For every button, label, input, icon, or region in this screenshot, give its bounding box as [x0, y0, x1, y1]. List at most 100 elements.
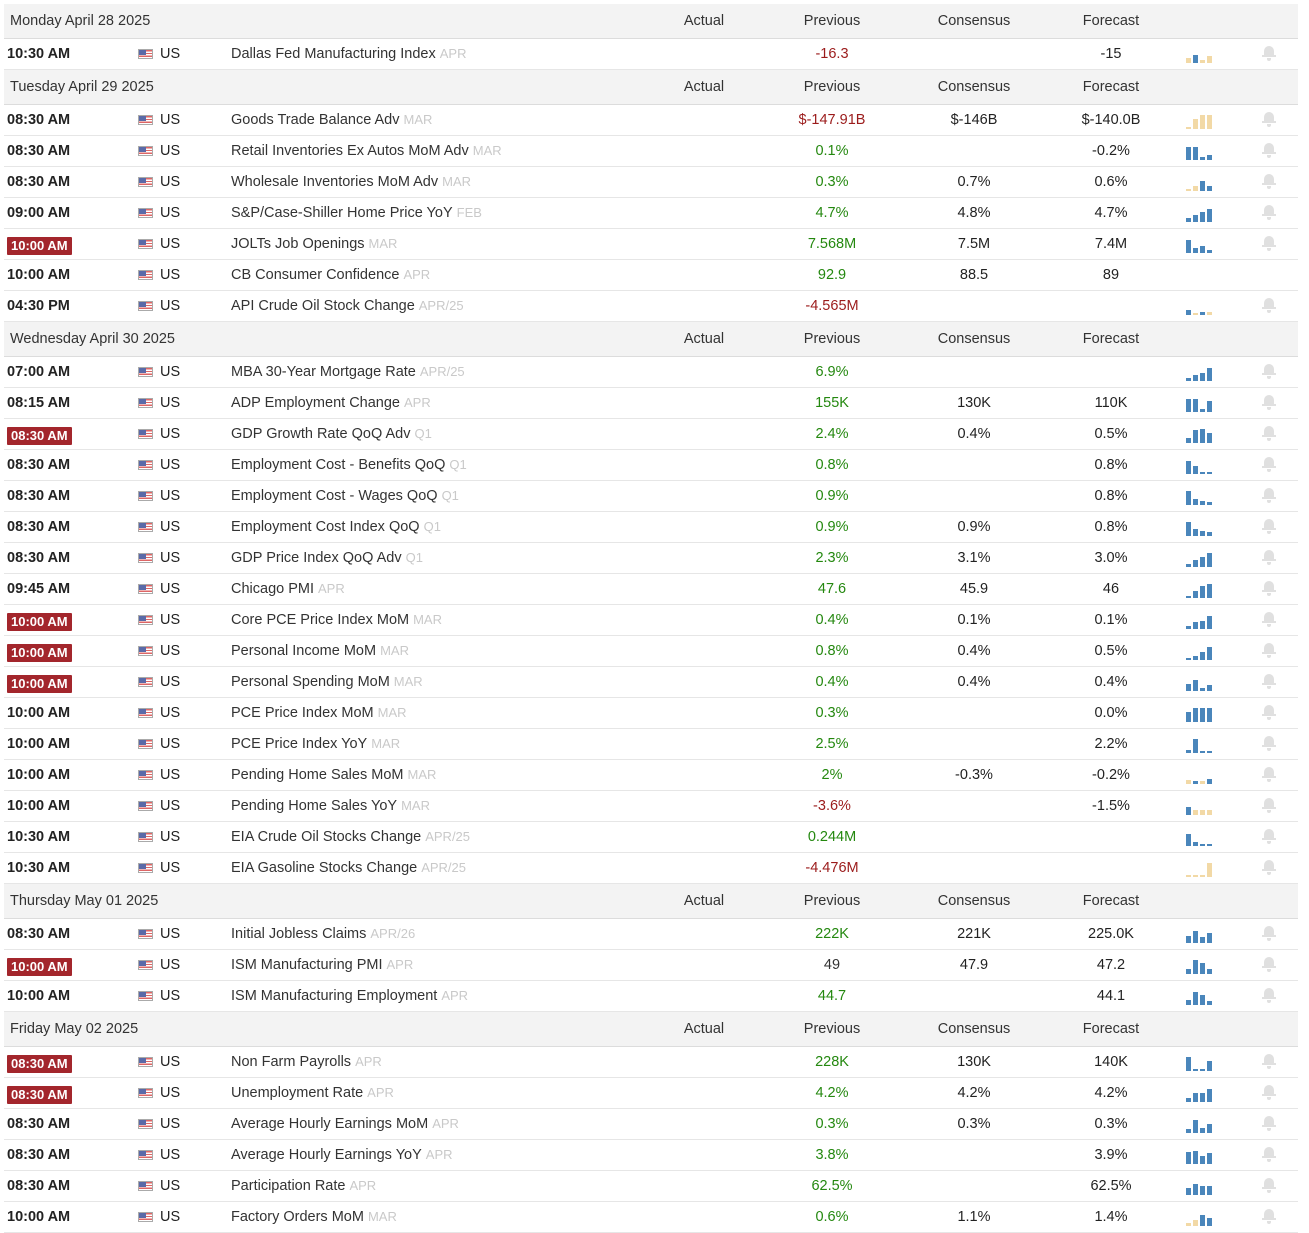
sparkline-chart[interactable] — [1182, 142, 1214, 160]
bell-icon[interactable] — [1262, 395, 1276, 410]
event-row[interactable]: 09:00 AM US S&P/Case-Shiller Home Price Yo… — [4, 198, 1298, 229]
event-row[interactable]: 08:30 AM US Goods Trade Balance Adv MAR $-14… — [4, 105, 1298, 136]
sparkline-chart[interactable] — [1182, 45, 1214, 63]
sparkline-chart[interactable] — [1182, 204, 1214, 222]
event-row[interactable]: 10:00 AM US JOLTs Job Openings MAR 7.568M 7.5… — [4, 229, 1298, 260]
bell-icon[interactable] — [1262, 1209, 1276, 1224]
event-row[interactable]: 10:00 AM US Pending Home Sales YoY MAR -3.6%… — [4, 791, 1298, 822]
event-name-link[interactable]: Goods Trade Balance Adv — [231, 112, 400, 128]
bell-icon[interactable] — [1262, 1147, 1276, 1162]
event-name-cell[interactable]: Pending Home Sales MoM MAR — [231, 760, 436, 790]
event-row[interactable]: 10:00 AM US Personal Income MoM MAR 0.8% 0.4%… — [4, 636, 1298, 667]
bell-icon[interactable] — [1262, 143, 1276, 158]
bell-icon[interactable] — [1262, 829, 1276, 844]
event-name-cell[interactable]: Wholesale Inventories MoM Adv MAR — [231, 167, 471, 197]
bell-icon[interactable] — [1262, 1054, 1276, 1069]
sparkline-chart[interactable] — [1182, 518, 1214, 536]
bell-icon[interactable] — [1262, 705, 1276, 720]
event-name-link[interactable]: MBA 30-Year Mortgage Rate — [231, 364, 416, 380]
event-row[interactable]: 04:30 PM US API Crude Oil Stock Change APR/… — [4, 291, 1298, 322]
event-name-link[interactable]: Initial Jobless Claims — [231, 926, 367, 942]
sparkline-chart[interactable] — [1182, 735, 1214, 753]
bell-icon[interactable] — [1262, 298, 1276, 313]
event-row[interactable]: 10:00 AM US PCE Price Index YoY MAR 2.5% 2.2% — [4, 729, 1298, 760]
event-name-cell[interactable]: Core PCE Price Index MoM MAR — [231, 605, 442, 635]
event-name-cell[interactable]: ISM Manufacturing Employment APR — [231, 981, 468, 1011]
event-name-link[interactable]: Retail Inventories Ex Autos MoM Adv — [231, 143, 469, 159]
event-name-cell[interactable]: Personal Income MoM MAR — [231, 636, 409, 666]
event-name-cell[interactable]: ISM Manufacturing PMI APR — [231, 950, 413, 980]
event-name-link[interactable]: Factory Orders MoM — [231, 1209, 364, 1225]
event-name-cell[interactable]: ADP Employment Change APR — [231, 388, 431, 418]
bell-icon[interactable] — [1262, 488, 1276, 503]
bell-icon[interactable] — [1262, 988, 1276, 1003]
sparkline-chart[interactable] — [1182, 111, 1214, 129]
event-name-link[interactable]: Employment Cost Index QoQ — [231, 519, 420, 535]
sparkline-chart[interactable] — [1182, 549, 1214, 567]
sparkline-chart[interactable] — [1182, 363, 1214, 381]
event-row[interactable]: 10:00 AM US CB Consumer Confidence APR 92.9 8… — [4, 260, 1298, 291]
event-name-link[interactable]: Chicago PMI — [231, 581, 315, 597]
bell-icon[interactable] — [1262, 1178, 1276, 1193]
sparkline-chart[interactable] — [1182, 297, 1214, 315]
bell-icon[interactable] — [1262, 957, 1276, 972]
event-row[interactable]: 10:00 AM US Core PCE Price Index MoM MAR 0.4… — [4, 605, 1298, 636]
event-row[interactable]: 08:30 AM US GDP Price Index QoQ Adv Q1 2.3% 3… — [4, 543, 1298, 574]
event-name-cell[interactable]: Average Hourly Earnings YoY APR — [231, 1140, 453, 1170]
event-name-link[interactable]: Participation Rate — [231, 1178, 346, 1194]
event-name-link[interactable]: Employment Cost - Benefits QoQ — [231, 457, 446, 473]
event-name-link[interactable]: API Crude Oil Stock Change — [231, 298, 415, 314]
bell-icon[interactable] — [1262, 364, 1276, 379]
event-row[interactable]: 08:30 AM US Average Hourly Earnings MoM APR… — [4, 1109, 1298, 1140]
sparkline-chart[interactable] — [1182, 797, 1214, 815]
bell-icon[interactable] — [1262, 205, 1276, 220]
event-row[interactable]: 10:00 AM US Factory Orders MoM MAR 0.6% 1.1% 1… — [4, 1202, 1298, 1233]
bell-icon[interactable] — [1262, 798, 1276, 813]
sparkline-chart[interactable] — [1182, 1146, 1214, 1164]
event-row[interactable]: 10:00 AM US Personal Spending MoM MAR 0.4% 0.… — [4, 667, 1298, 698]
event-name-cell[interactable]: Factory Orders MoM MAR — [231, 1202, 397, 1232]
event-name-link[interactable]: EIA Crude Oil Stocks Change — [231, 829, 422, 845]
event-name-link[interactable]: Employment Cost - Wages QoQ — [231, 488, 438, 504]
event-name-link[interactable]: Wholesale Inventories MoM Adv — [231, 174, 439, 190]
event-name-link[interactable]: S&P/Case-Shiller Home Price YoY — [231, 205, 453, 221]
event-name-link[interactable]: Pending Home Sales MoM — [231, 767, 404, 783]
bell-icon[interactable] — [1262, 612, 1276, 627]
event-row[interactable]: 08:30 AM US Employment Cost Index QoQ Q1 0.9… — [4, 512, 1298, 543]
event-name-cell[interactable]: EIA Gasoline Stocks Change APR/25 — [231, 853, 466, 883]
event-name-cell[interactable]: Employment Cost Index QoQ Q1 — [231, 512, 441, 542]
bell-icon[interactable] — [1262, 736, 1276, 751]
sparkline-chart[interactable] — [1182, 425, 1214, 443]
event-name-cell[interactable]: JOLTs Job Openings MAR — [231, 229, 397, 259]
event-row[interactable]: 08:30 AM US Employment Cost - Wages QoQ Q1 0… — [4, 481, 1298, 512]
event-row[interactable]: 10:30 AM US EIA Crude Oil Stocks Change APR… — [4, 822, 1298, 853]
event-name-link[interactable]: Average Hourly Earnings YoY — [231, 1147, 422, 1163]
bell-icon[interactable] — [1262, 46, 1276, 61]
event-name-cell[interactable]: PCE Price Index YoY MAR — [231, 729, 400, 759]
event-row[interactable]: 10:30 AM US Dallas Fed Manufacturing Index… — [4, 39, 1298, 70]
bell-icon[interactable] — [1262, 674, 1276, 689]
sparkline-chart[interactable] — [1182, 1053, 1214, 1071]
event-row[interactable]: 08:30 AM US Participation Rate APR 62.5% 62.5… — [4, 1171, 1298, 1202]
event-name-link[interactable]: GDP Price Index QoQ Adv — [231, 550, 402, 566]
event-name-link[interactable]: PCE Price Index MoM — [231, 705, 374, 721]
event-name-cell[interactable]: CB Consumer Confidence APR — [231, 260, 430, 290]
event-name-link[interactable]: Average Hourly Earnings MoM — [231, 1116, 429, 1132]
event-name-link[interactable]: Personal Income MoM — [231, 643, 377, 659]
event-name-link[interactable]: Pending Home Sales YoY — [231, 798, 398, 814]
bell-icon[interactable] — [1262, 519, 1276, 534]
event-name-link[interactable]: ADP Employment Change — [231, 395, 400, 411]
event-name-cell[interactable]: Goods Trade Balance Adv MAR — [231, 105, 432, 135]
bell-icon[interactable] — [1262, 550, 1276, 565]
event-name-cell[interactable]: GDP Price Index QoQ Adv Q1 — [231, 543, 423, 573]
sparkline-chart[interactable] — [1182, 987, 1214, 1005]
sparkline-chart[interactable] — [1182, 580, 1214, 598]
event-name-cell[interactable]: S&P/Case-Shiller Home Price YoY FEB — [231, 198, 482, 228]
event-name-link[interactable]: Dallas Fed Manufacturing Index — [231, 46, 436, 62]
bell-icon[interactable] — [1262, 581, 1276, 596]
event-name-cell[interactable]: EIA Crude Oil Stocks Change APR/25 — [231, 822, 470, 852]
sparkline-chart[interactable] — [1182, 925, 1214, 943]
bell-icon[interactable] — [1262, 457, 1276, 472]
event-row[interactable]: 09:45 AM US Chicago PMI APR 47.6 45.9 46 — [4, 574, 1298, 605]
event-name-cell[interactable]: PCE Price Index MoM MAR — [231, 698, 407, 728]
